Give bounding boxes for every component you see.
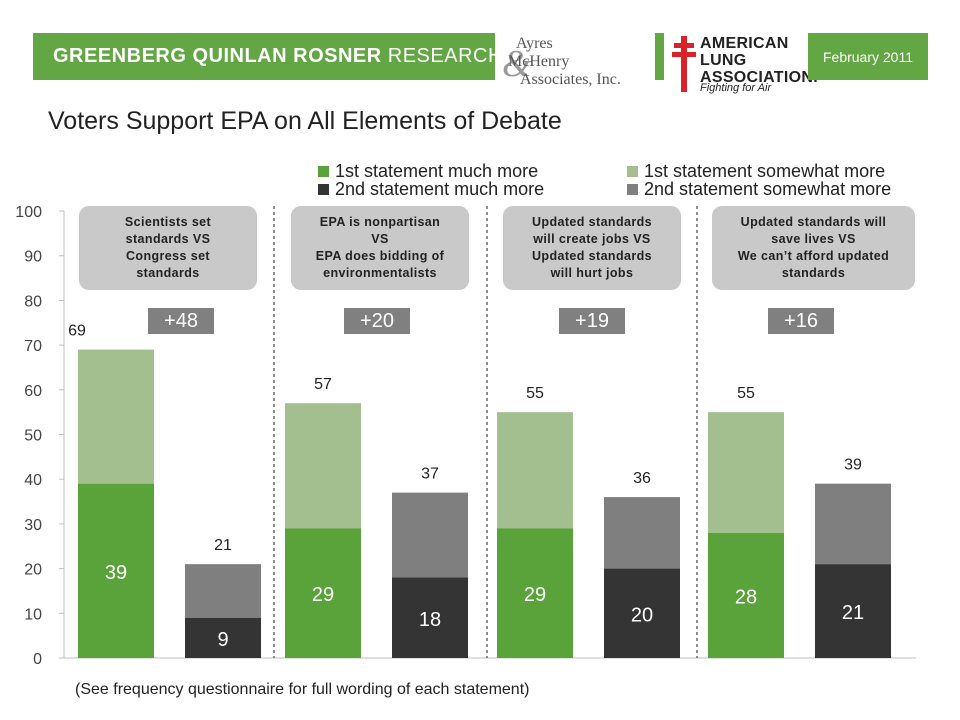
gqr-logo-bar: GREENBERG QUINLAN ROSNER RESEARCH xyxy=(33,33,502,80)
bar-total-value-label: 55 xyxy=(737,385,755,402)
legend-swatch xyxy=(627,166,638,177)
statement-pair-box: Updated standards will create jobs VS Upda… xyxy=(503,206,681,290)
bar-segment-much xyxy=(285,528,361,658)
bar-total-value-label: 55 xyxy=(526,385,544,402)
statement-line: standards VS xyxy=(125,232,211,246)
statement-line: standards xyxy=(781,266,846,280)
legend-item-first-somewhat: 1st statement somewhat more xyxy=(627,162,885,180)
date-bar: February 2011 xyxy=(808,33,928,80)
statement-pair-text: EPA is nonpartisan VS EPA does bidding of e… xyxy=(316,214,444,282)
net-margin-badge: +48 xyxy=(148,308,214,334)
bar-much-value-label: 39 xyxy=(105,562,127,584)
bar-total-value-label: 37 xyxy=(421,466,439,483)
bar-much-value-label: 29 xyxy=(312,584,334,606)
net-margin-badge: +19 xyxy=(559,308,625,334)
bar-segment-much xyxy=(815,564,891,658)
bar-much-value-label: 9 xyxy=(217,629,228,651)
bar-total-value-label: 57 xyxy=(314,376,332,393)
statement-pair-box: Scientists set standards VS Congress set st… xyxy=(79,206,257,290)
y-tick-label: 0 xyxy=(33,651,42,668)
statement-line: save lives VS xyxy=(771,232,856,246)
bar-total-value-label: 21 xyxy=(214,537,232,554)
bar-segment-much xyxy=(185,617,261,658)
ayres-logo-line2: McHenry xyxy=(508,53,570,70)
bar-segment-somewhat xyxy=(185,564,261,618)
statement-line: Updated standards will xyxy=(740,215,887,229)
bar-much-value-label: 18 xyxy=(419,609,441,631)
statement-pair-text: Updated standards will create jobs VS Upda… xyxy=(532,214,652,282)
statement-line: standards xyxy=(136,266,200,280)
bar-segment-somewhat xyxy=(604,497,680,569)
ayres-logo-line3: Associates, Inc. xyxy=(520,71,621,88)
bar-much-value-label: 20 xyxy=(631,604,653,626)
ala-logo-text: AMERICAN LUNG ASSOCIATION. xyxy=(700,35,818,86)
statement-line: will create jobs VS xyxy=(533,232,651,246)
y-tick-label: 100 xyxy=(15,204,42,221)
bar-segment-somewhat xyxy=(497,412,573,529)
gqr-logo-text: GREENBERG QUINLAN ROSNER RESEARCH xyxy=(53,45,503,67)
legend-item-first-much: 1st statement much more xyxy=(318,162,538,180)
bar-total-value-label: 39 xyxy=(844,457,862,474)
bar-much-value-label: 28 xyxy=(735,586,757,608)
american-lung-association-logo: AMERICAN LUNG ASSOCIATION. Fighting for … xyxy=(664,33,818,95)
footnote: (See frequency questionnaire for full wo… xyxy=(75,681,530,698)
statement-line: EPA does bidding of xyxy=(315,249,445,263)
bar-segment-somewhat xyxy=(78,349,154,484)
net-margin-badge: +16 xyxy=(768,308,834,334)
date-label: February 2011 xyxy=(822,49,913,65)
statement-pair-text: Scientists set standards VS Congress set st… xyxy=(125,214,211,282)
net-margin-badge: +20 xyxy=(344,308,410,334)
statement-line: Congress set xyxy=(125,249,210,263)
bar-segment-much xyxy=(708,532,784,658)
bar-total-value-label: 36 xyxy=(633,470,651,487)
bar-segment-somewhat xyxy=(815,483,891,565)
slide-title: Voters Support EPA on All Elements of De… xyxy=(48,107,562,135)
statement-pair-box: Updated standards will save lives VS We ca… xyxy=(712,206,915,290)
bar-segment-somewhat xyxy=(392,492,468,578)
bar-segment-much xyxy=(497,528,573,658)
y-tick-label: 40 xyxy=(24,472,42,489)
statement-line: We can’t afford updated xyxy=(737,249,890,263)
chart-legend: 1st statement much more 2nd statement mu… xyxy=(318,160,918,200)
logo-divider-strip xyxy=(655,33,664,80)
y-tick-label: 30 xyxy=(24,517,42,534)
y-tick-label: 60 xyxy=(24,383,42,400)
bar-segment-much xyxy=(78,483,154,658)
legend-swatch xyxy=(318,166,329,177)
y-tick-label: 10 xyxy=(24,606,42,623)
legend-item-second-much: 2nd statement much more xyxy=(318,180,544,198)
y-tick-label: 50 xyxy=(24,428,42,445)
y-tick-label: 80 xyxy=(24,293,42,310)
bar-much-value-label: 29 xyxy=(524,584,546,606)
statement-line: Scientists set xyxy=(124,215,212,229)
statement-line: EPA is nonpartisan xyxy=(319,215,441,229)
legend-item-second-somewhat: 2nd statement somewhat more xyxy=(627,180,891,198)
y-tick-label: 20 xyxy=(24,562,42,579)
legend-swatch xyxy=(318,184,329,195)
statement-line: VS xyxy=(371,232,389,246)
statement-pair-text: Updated standards will save lives VS We ca… xyxy=(738,214,889,282)
ayres-mchenry-logo: & Ayres McHenry Associates, Inc. xyxy=(502,28,652,90)
legend-swatch xyxy=(627,184,638,195)
bar-total-value-label: 69 xyxy=(68,323,86,340)
statement-line: Updated standards xyxy=(531,249,652,263)
bar-segment-much xyxy=(604,568,680,658)
double-cross-icon xyxy=(672,36,696,92)
y-tick-label: 70 xyxy=(24,338,42,355)
bar-segment-somewhat xyxy=(708,412,784,533)
bar-segment-somewhat xyxy=(285,403,361,529)
bar-much-value-label: 21 xyxy=(842,602,864,624)
statement-line: will hurt jobs xyxy=(550,266,634,280)
statement-pair-box: EPA is nonpartisan VS EPA does bidding of e… xyxy=(291,206,469,290)
header: GREENBERG QUINLAN ROSNER RESEARCH & Ayre… xyxy=(0,0,960,105)
y-tick-label: 90 xyxy=(24,249,42,266)
ayres-logo-line1: Ayres xyxy=(516,35,553,52)
statement-line: environmentalists xyxy=(323,266,437,280)
ala-tagline: Fighting for Air xyxy=(700,82,772,94)
bar-segment-much xyxy=(392,577,468,658)
statement-line: Updated standards xyxy=(531,215,652,229)
